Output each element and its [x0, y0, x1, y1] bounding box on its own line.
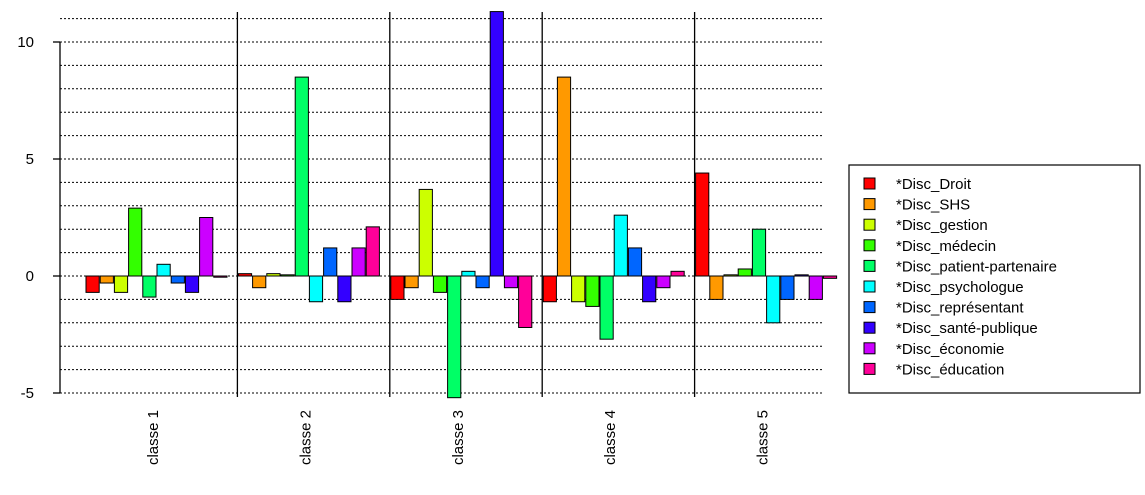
bar	[99, 275, 114, 284]
grid-lines	[60, 18, 822, 394]
legend-label: *Disc_santé-publique	[896, 320, 1038, 337]
category-label: classe 5	[755, 410, 772, 465]
bar	[503, 275, 519, 289]
bar	[308, 275, 324, 303]
bar	[489, 11, 504, 277]
bar	[599, 275, 614, 340]
legend-swatch	[863, 218, 876, 231]
legend-label: *Disc_éducation	[896, 361, 1004, 378]
bar	[585, 275, 600, 307]
bar	[365, 226, 380, 277]
legend-swatch	[863, 177, 876, 190]
bar	[128, 207, 143, 277]
category-label: classe 2	[297, 410, 314, 465]
y-tick-label: -5	[21, 385, 34, 402]
y-tick-label: 0	[26, 268, 34, 285]
bar	[447, 275, 462, 399]
bar	[237, 273, 253, 277]
legend-label: *Disc_SHS	[896, 197, 970, 214]
legend-label: *Disc_psychologue	[896, 279, 1024, 296]
category-label: classe 4	[602, 410, 619, 465]
bar	[323, 247, 338, 277]
bar	[695, 172, 710, 277]
bar	[351, 247, 366, 277]
bar	[142, 275, 157, 298]
axes: classe 1 classe 2 classe 3 classe 4 classe 5…	[17, 12, 772, 465]
bar	[199, 217, 214, 277]
bar	[266, 273, 281, 277]
bar	[766, 275, 781, 324]
bar	[808, 275, 823, 300]
bar	[294, 76, 309, 277]
bar	[723, 274, 738, 277]
y-tick-label: 10	[17, 34, 34, 51]
legend-swatch	[863, 321, 876, 334]
legend-label: *Disc_médecin	[896, 238, 996, 255]
bar	[822, 275, 838, 279]
bar	[627, 247, 643, 277]
bar	[542, 275, 557, 303]
legend-label: *Disc_patient-partenaire	[896, 258, 1057, 275]
legend-swatch	[863, 362, 876, 375]
bar	[794, 274, 809, 277]
category-label: classe 1	[145, 410, 162, 465]
bar	[737, 268, 752, 277]
bar	[571, 275, 586, 303]
bar	[475, 275, 490, 289]
bar	[656, 275, 671, 289]
bar	[642, 275, 657, 303]
bar	[280, 274, 295, 277]
y-tick-label: 5	[26, 151, 34, 168]
legend-swatch	[863, 342, 876, 355]
bars	[85, 11, 838, 399]
bar	[337, 275, 352, 303]
bar	[613, 214, 628, 277]
bar	[461, 270, 476, 277]
category-label: classe 3	[450, 410, 467, 465]
legend-box	[848, 164, 1141, 394]
bar	[156, 263, 171, 277]
bar	[709, 275, 724, 300]
bar	[252, 275, 267, 289]
bar	[390, 275, 405, 300]
legend-label: *Disc_économie	[896, 341, 1004, 358]
bar	[113, 275, 129, 293]
legend: *Disc_Droit *Disc_SHS *Disc_gestion *Disc_m…	[848, 164, 1141, 394]
legend-swatch	[863, 301, 876, 314]
bar	[518, 275, 533, 328]
legend-swatch	[863, 280, 876, 293]
bar	[670, 270, 685, 277]
bar	[85, 275, 100, 293]
legend-label: *Disc_Droit	[896, 176, 972, 193]
bar	[404, 275, 419, 289]
legend-label: *Disc_représentant	[896, 300, 1024, 317]
bar	[170, 275, 185, 284]
bar	[751, 228, 767, 277]
legend-swatch	[863, 259, 876, 272]
bar	[418, 188, 433, 277]
bar	[213, 275, 228, 278]
bar	[780, 275, 795, 300]
legend-swatch	[863, 239, 876, 252]
legend-swatch	[863, 198, 876, 211]
bar	[184, 275, 200, 293]
bar	[432, 275, 448, 293]
legend-label: *Disc_gestion	[896, 217, 988, 234]
bar	[556, 76, 572, 277]
